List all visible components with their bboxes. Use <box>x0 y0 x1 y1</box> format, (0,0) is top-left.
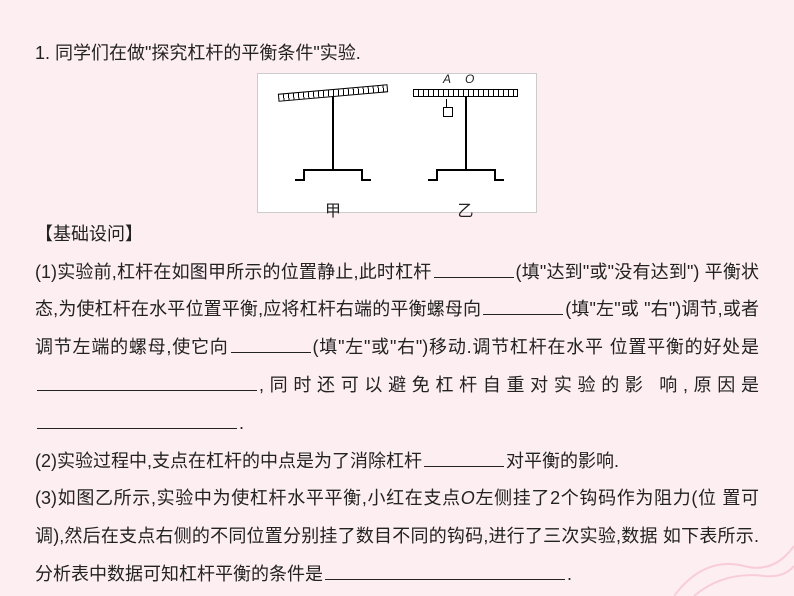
p1-b: (填"达到"或"没有达到") <box>516 262 700 282</box>
content-text: 【基础设问】 (1)实验前,杠杆在如图甲所示的位置静止,此时杠杆 (填"达到"或"… <box>35 216 759 594</box>
p3-o: O <box>461 488 475 508</box>
lever-label-2: 乙 <box>457 204 473 220</box>
question-intro: 1. 同学们在做"探究杠杆的平衡条件"实验. <box>35 35 759 73</box>
lever-diagram-image: 甲 A O 乙 <box>257 73 537 213</box>
p1-h: ,同时还可以避免杠杆自重对实验的影 <box>259 375 649 395</box>
diagram-container: 甲 A O 乙 <box>35 73 759 216</box>
label-o: O <box>465 73 474 85</box>
question-number: 1. <box>35 43 50 63</box>
blank-2 <box>483 294 563 316</box>
p2-b: 对平衡的影响. <box>506 451 619 471</box>
p3-b: 左侧挂了2个钩码作为阻力(位 <box>475 488 717 508</box>
lever-diagram-2: A O 乙 <box>413 89 518 97</box>
lever-label-1: 甲 <box>325 204 341 220</box>
blank-7 <box>325 558 565 580</box>
lever-weight <box>443 99 451 117</box>
question-text: 同学们在做"探究杠杆的平衡条件"实验. <box>55 43 361 63</box>
lever-stand-2 <box>465 96 467 171</box>
blank-5 <box>37 407 237 429</box>
blank-4 <box>37 369 257 391</box>
label-a: A <box>443 73 451 85</box>
blank-1 <box>434 256 514 278</box>
lever-base-2 <box>436 169 496 179</box>
p1-a: (1)实验前,杠杆在如图甲所示的位置静止,此时杠杆 <box>35 262 432 282</box>
p3-e: . <box>567 564 572 584</box>
p1-d: (填"左"或 <box>565 299 639 319</box>
blank-3 <box>231 332 311 354</box>
blank-6 <box>424 445 504 467</box>
p3-a: (3)如图乙所示,实验中为使杠杆水平平衡,小红在支点 <box>35 488 461 508</box>
p1-i: 响,原因是 <box>659 375 759 395</box>
p1-g: 位置平衡的好处是 <box>610 337 759 357</box>
section-header: 【基础设问】 <box>35 224 143 244</box>
lever-base-1 <box>303 169 363 179</box>
p1-j: . <box>239 413 244 433</box>
p2-a: (2)实验过程中,支点在杠杆的中点是为了消除杠杆 <box>35 451 422 471</box>
lever-stand-1 <box>332 96 334 171</box>
p1-f: (填"左"或"右")移动.调节杠杆在水平 <box>313 337 604 357</box>
lever-diagram-1: 甲 <box>278 89 388 97</box>
